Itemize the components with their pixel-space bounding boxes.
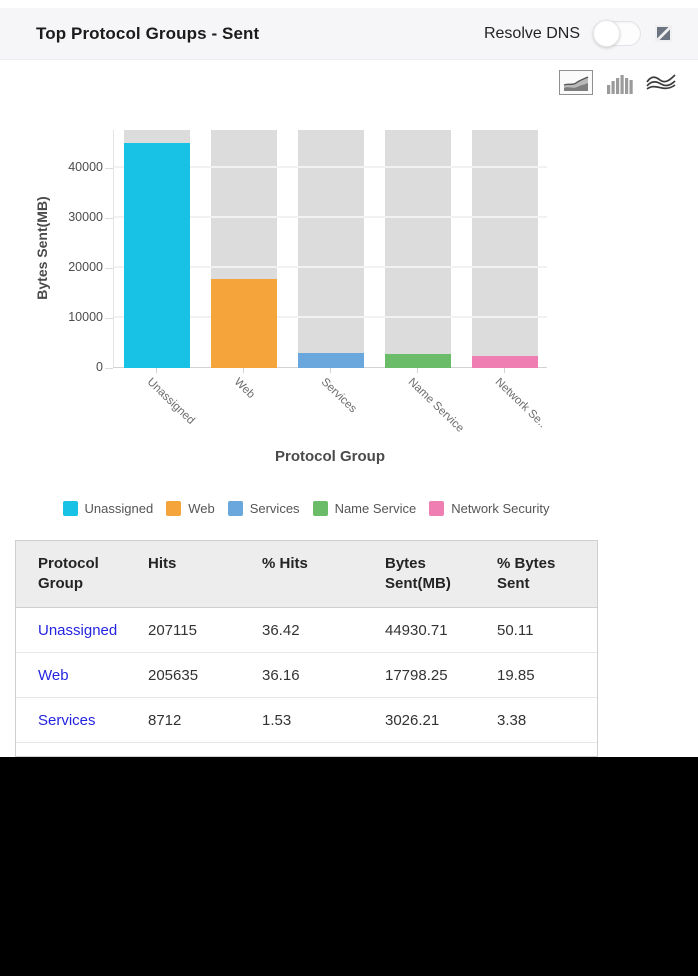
table-row: Unassigned 207115 36.42 44930.71 50.11 xyxy=(16,608,597,653)
x-tick-label: Web xyxy=(231,376,258,401)
bar-slot xyxy=(114,130,201,368)
x-tick-mark xyxy=(416,368,418,373)
area-chart-icon[interactable] xyxy=(559,70,593,95)
legend-label: Web xyxy=(188,501,215,516)
cell-bytes_sent_mb: 17798.25 xyxy=(385,666,448,684)
resolve-dns-label: Resolve DNS xyxy=(483,24,580,42)
cell-pct_bytes_sent: 50.11 xyxy=(497,621,534,639)
cell-bytes_sent_mb: 3026.21 xyxy=(385,711,440,729)
legend-swatch xyxy=(312,501,328,516)
legend-item-services[interactable]: Services xyxy=(227,501,300,516)
cell-pct_hits: 36.42 xyxy=(262,621,300,639)
column-header: % Bytes Sent xyxy=(497,555,556,593)
bar-name-service[interactable] xyxy=(384,354,451,368)
protocol-table: Protocol Group Hits % Hits Bytes Sent(MB) % … xyxy=(15,540,598,757)
page-title: Top Protocol Groups - Sent xyxy=(36,23,260,43)
bar-slot xyxy=(374,130,461,368)
black-band xyxy=(0,757,698,976)
column-header: Bytes Sent(MB) xyxy=(385,555,451,593)
protocol-group-link[interactable]: Web xyxy=(38,666,69,684)
widget-header: Top Protocol Groups - Sent Resolve DNS xyxy=(0,8,698,60)
resolve-dns-toggle[interactable] xyxy=(593,20,641,47)
bar-track xyxy=(384,130,451,368)
legend-swatch xyxy=(166,501,182,516)
chart-legend: Unassigned Web Services Name Service Network… xyxy=(0,501,612,516)
legend-item-web[interactable]: Web xyxy=(166,501,215,516)
legend-label: Name Service xyxy=(334,501,417,516)
gridline xyxy=(114,216,547,218)
plot-area xyxy=(113,130,547,368)
legend-swatch xyxy=(227,501,243,516)
cell-pct_hits: 1.53 xyxy=(262,711,292,729)
cell-hits: 207115 xyxy=(148,621,197,639)
table-row-partial xyxy=(16,743,597,756)
x-tick-mark xyxy=(503,368,505,373)
y-tick-mark xyxy=(105,218,113,219)
protocol-group-link[interactable]: Unassigned xyxy=(38,621,118,639)
toggle-knob[interactable] xyxy=(593,20,620,47)
gridline xyxy=(114,266,547,268)
cell-bytes_sent_mb: 44930.71 xyxy=(385,621,448,639)
bar-slot xyxy=(288,130,375,368)
legend-swatch xyxy=(62,501,78,516)
gridline xyxy=(114,166,547,168)
y-tick-mark xyxy=(105,368,113,369)
legend-label: Network Security xyxy=(451,501,550,516)
gridline xyxy=(114,316,547,318)
y-tick-label: 0 xyxy=(96,360,103,374)
y-tick-mark xyxy=(105,268,113,269)
column-header: Hits xyxy=(148,555,177,572)
y-tick-mark xyxy=(105,168,113,169)
bar-slot xyxy=(201,130,288,368)
x-tick-label: Services xyxy=(318,376,359,416)
x-tick-label: Network Se.. xyxy=(492,376,548,431)
table-header: Protocol Group Hits % Hits Bytes Sent(MB) % … xyxy=(16,541,597,608)
cell-protocol-group[interactable]: Services xyxy=(16,698,126,742)
x-tick-mark xyxy=(330,368,331,373)
y-tick-label: 20000 xyxy=(68,260,103,274)
protocol-group-link[interactable]: Services xyxy=(38,711,96,729)
cell-pct_hits: 36.16 xyxy=(262,666,300,684)
expand-icon[interactable] xyxy=(655,25,672,42)
bar-services[interactable] xyxy=(297,353,364,368)
bar-track xyxy=(471,130,538,368)
x-tick-mark xyxy=(243,368,245,373)
legend-swatch xyxy=(429,501,445,516)
y-tick-label: 30000 xyxy=(68,210,103,224)
cell-pct_bytes_sent: 19.85 xyxy=(497,666,535,684)
y-tick-label: 40000 xyxy=(68,160,103,174)
bar-chart-icon[interactable] xyxy=(606,72,633,94)
table-row: Services 8712 1.53 3026.21 3.38 xyxy=(16,698,597,743)
legend-label: Services xyxy=(249,501,300,516)
bar-track xyxy=(297,130,364,368)
legend-label: Unassigned xyxy=(84,501,154,516)
y-tick-mark xyxy=(105,318,113,319)
bar-unassigned[interactable] xyxy=(124,143,191,368)
stream-chart-icon[interactable] xyxy=(646,73,676,93)
table-row: Web 205635 36.16 17798.25 19.85 xyxy=(16,653,597,698)
chart-type-toolbar xyxy=(559,70,676,95)
x-tick-mark xyxy=(156,368,158,373)
legend-item-unassigned[interactable]: Unassigned xyxy=(62,501,154,516)
column-header: Protocol Group xyxy=(38,555,99,593)
header-controls: Resolve DNS xyxy=(483,20,672,47)
cell-protocol-group[interactable]: Web xyxy=(16,653,126,697)
cell-hits: 8712 xyxy=(148,711,182,729)
y-tick-label: 10000 xyxy=(68,310,103,324)
x-tick-label: Name Service xyxy=(405,376,466,435)
x-tick-label: Unassigned xyxy=(145,376,198,427)
legend-item-network-security[interactable]: Network Security xyxy=(429,501,549,516)
x-axis-title: Protocol Group xyxy=(275,448,385,465)
bar-slot xyxy=(461,130,548,368)
bar-network-security[interactable] xyxy=(471,356,538,368)
cell-protocol-group[interactable]: Unassigned xyxy=(16,608,126,652)
column-header: % Hits xyxy=(262,555,308,572)
cell-hits: 205635 xyxy=(148,666,199,684)
legend-item-name-service[interactable]: Name Service xyxy=(312,501,417,516)
bar-web[interactable] xyxy=(211,279,278,368)
cell-pct_bytes_sent: 3.38 xyxy=(497,711,527,729)
